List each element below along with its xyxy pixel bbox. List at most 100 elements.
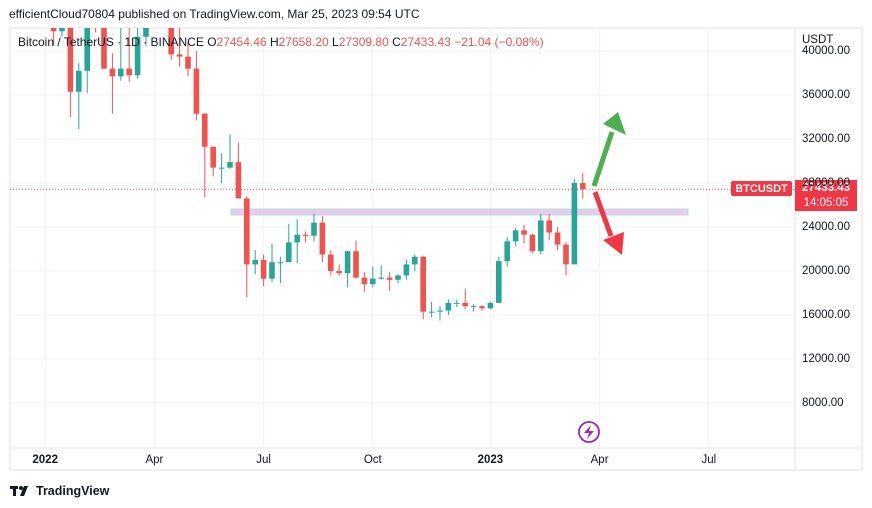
candle-body	[546, 220, 552, 233]
red-arrow	[592, 191, 624, 255]
candle-body	[252, 259, 258, 265]
l-label: L	[332, 35, 339, 49]
o-label: O	[207, 35, 217, 49]
h-value: 27658.20	[278, 35, 329, 49]
candle-body	[428, 311, 435, 313]
candles	[50, 25, 586, 321]
ticker-label: BTCUSDT	[735, 183, 788, 195]
candle-body	[277, 262, 284, 264]
candle-body	[193, 68, 200, 114]
grid	[10, 28, 795, 448]
candle-body	[302, 234, 309, 236]
candle-body	[260, 259, 267, 279]
candle-body	[118, 68, 124, 77]
candle-body	[386, 277, 393, 280]
x-tick-label: Jul	[256, 454, 271, 466]
y-tick-label: 40000.00	[802, 45, 850, 57]
ticker-tag	[731, 181, 792, 196]
zone	[230, 208, 689, 216]
candle-body	[361, 277, 368, 285]
candle-body	[554, 232, 561, 245]
candle-body	[504, 241, 510, 262]
candle-body	[50, 28, 57, 32]
candle-body	[168, 28, 174, 55]
candle-body	[109, 68, 116, 77]
candle-body	[462, 302, 468, 307]
candle-body	[319, 222, 326, 255]
x-tick-label: Jul	[701, 454, 716, 466]
candle-body	[403, 264, 410, 276]
candle-body	[445, 302, 452, 311]
y-tick-label: 16000.00	[802, 309, 850, 321]
candle-body	[470, 306, 477, 308]
candle-body	[84, 28, 90, 71]
candle-body	[218, 167, 225, 169]
y-tick-label: 24000.00	[802, 221, 850, 233]
candle-body	[67, 28, 74, 92]
candle-body	[101, 28, 107, 69]
candle-body	[286, 242, 292, 263]
candle-body	[571, 183, 578, 265]
candle-body	[344, 251, 351, 274]
price-tag-label: 27433.43	[802, 182, 850, 194]
x-tick-label: Oct	[364, 454, 383, 466]
candle-body	[202, 113, 208, 147]
lightning-icon	[578, 421, 600, 443]
countdown: 14:05:05	[804, 197, 849, 209]
candle-body	[269, 262, 275, 279]
y-tick-label: 32000.00	[802, 133, 850, 145]
candle-body	[59, 28, 65, 32]
frame	[9, 27, 863, 471]
overlay: 8000.00 12000.00 16000.00 20000.00 24000.00 2…	[10, 45, 850, 466]
logo	[10, 486, 28, 496]
candle-body	[529, 234, 536, 252]
o-value: 27454.46	[216, 35, 267, 49]
c-value: 27433.43	[400, 35, 451, 49]
footer: TradingView	[10, 484, 109, 498]
candle-body	[126, 68, 132, 76]
candle-body	[538, 220, 544, 252]
candle-body	[580, 183, 586, 190]
candle-body	[353, 251, 359, 278]
candle-body	[134, 36, 141, 76]
price-tag	[795, 180, 857, 211]
candle-body	[412, 256, 418, 265]
l-value: 27309.80	[338, 35, 389, 49]
c-label: C	[392, 35, 401, 49]
change: −21.04 (−0.08%)	[454, 35, 544, 49]
candle-body	[210, 146, 216, 168]
candle-body	[93, 25, 99, 27]
candle-body	[294, 234, 300, 243]
candle-body	[512, 230, 519, 242]
candle-body	[479, 306, 485, 309]
x-tick-label: 2022	[32, 454, 58, 466]
candle-body	[454, 302, 460, 304]
y-tick-label: 20000.00	[802, 265, 850, 277]
symbol: Bitcoin / TetherUS · 1D · BINANCE	[18, 35, 204, 49]
candle-body	[395, 275, 401, 280]
candle-body	[420, 256, 426, 312]
candle-body	[437, 310, 443, 312]
y-tick-label: 36000.00	[802, 89, 850, 101]
candle-body	[378, 277, 384, 279]
legend: Bitcoin / TetherUS · 1D · BINANCE O27454…	[18, 35, 544, 49]
candle-body	[487, 302, 494, 309]
candle-body	[311, 222, 317, 236]
y-tick-label: 12000.00	[802, 353, 850, 365]
currency-label: USDT	[802, 34, 833, 46]
candle-body	[76, 70, 82, 92]
candle-body	[143, 28, 149, 37]
candle-body	[176, 54, 183, 57]
candle-body	[496, 261, 502, 303]
h-label: H	[269, 35, 279, 49]
x-tick-label: 2023	[478, 454, 504, 466]
green-arrow	[591, 112, 626, 187]
header: efficientCloud70804 published on Trading…	[9, 7, 420, 21]
candle-body	[563, 244, 569, 265]
candle-body	[336, 270, 342, 274]
candle-body	[227, 162, 233, 168]
y-tick-label: 28000.00	[802, 177, 850, 189]
candle-body	[370, 278, 376, 285]
